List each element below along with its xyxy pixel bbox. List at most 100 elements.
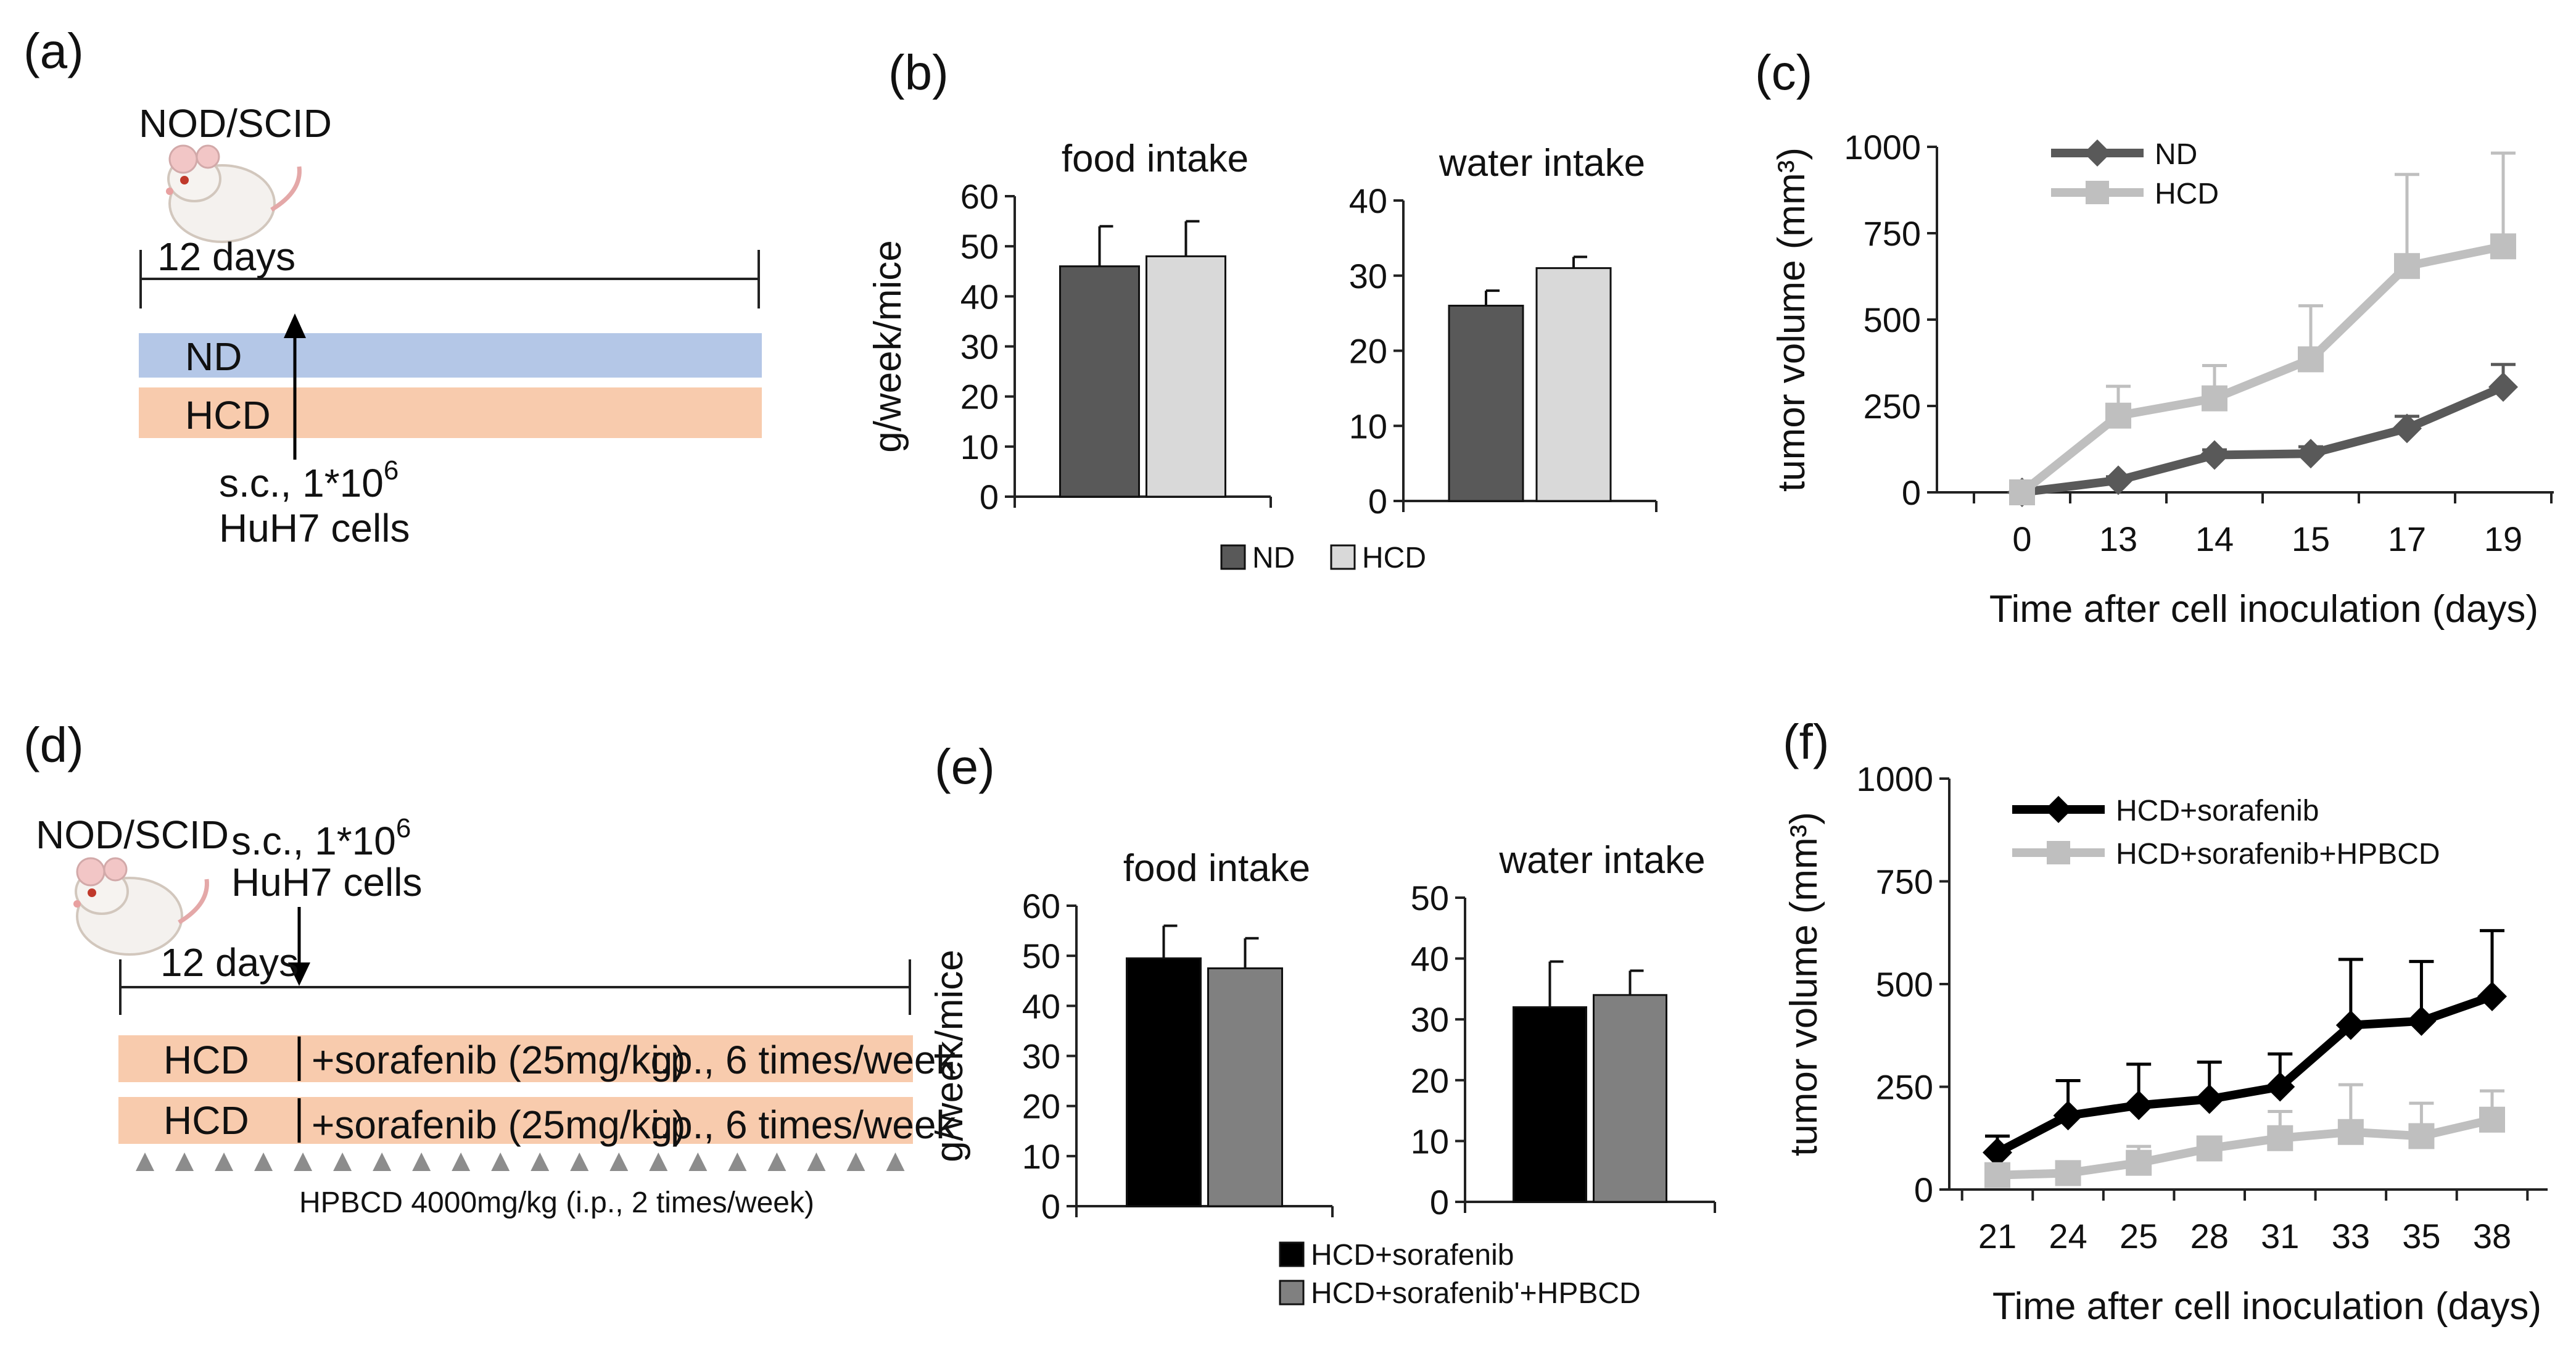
legend-marker-0 — [2045, 796, 2072, 823]
legend-e: HCD+sorafenib HCD+sorafenib'+HPBCD — [1279, 1239, 1641, 1310]
y-tick-label: 0 — [1041, 1187, 1060, 1226]
x-tick-label: 25 — [2120, 1217, 2158, 1256]
row1-left-label: HCD — [163, 1038, 249, 1082]
y-tick-label: 20 — [1349, 332, 1387, 371]
y-tick-label: 30 — [1411, 1000, 1449, 1039]
data-point-hcd-sorafenib — [2194, 1084, 2224, 1114]
legend-marker-1 — [2047, 841, 2070, 864]
y-tick-label: 20 — [1411, 1061, 1449, 1100]
chart-title: water intake — [1498, 839, 1705, 882]
legend-label-0: ND — [1252, 542, 1295, 574]
row1-treatment-label: +sorafenib (25mg/kg) — [312, 1038, 686, 1082]
data-point-nd — [2200, 440, 2229, 470]
row2-treatment-label: +sorafenib (25mg/kg) — [312, 1103, 686, 1147]
triangle-marker-7 — [373, 1153, 392, 1171]
data-point-hcd — [2394, 253, 2420, 279]
x-tick-label: 15 — [2292, 519, 2330, 558]
legend-b: ND HCD — [1220, 542, 1426, 574]
y-tick-label: 250 — [1864, 387, 1921, 426]
data-point-hcd-sorafenib — [2406, 1006, 2437, 1036]
triangle-marker-14 — [649, 1153, 668, 1171]
data-point-hcd-sorafenib-hpbcd — [2337, 1119, 2364, 1145]
triangle-marker-2 — [175, 1153, 194, 1171]
hpbcd-injection-markers — [136, 1153, 905, 1171]
triangle-marker-17 — [767, 1153, 786, 1171]
data-point-hcd — [2490, 233, 2516, 260]
panel-label-d: (d) — [23, 718, 84, 772]
data-point-hcd-sorafenib-hpbcd — [2408, 1123, 2435, 1149]
row2-left-label: HCD — [163, 1098, 249, 1143]
tumor-volume-chart-c: 0 250 500 750 1000 0 13 14 15 17 19 Time after cell… — [1770, 128, 2554, 631]
bar-nd — [1448, 304, 1524, 502]
data-point-hcd-sorafenib-hpbcd — [2267, 1125, 2293, 1151]
x-tick-label: 19 — [2484, 519, 2522, 558]
strain-label-d: NOD/SCID — [36, 813, 229, 857]
legend-label-0: HCD+sorafenib — [1311, 1239, 1514, 1272]
data-point-hcd — [2202, 385, 2227, 412]
data-point-hcd-sorafenib — [2124, 1090, 2154, 1120]
data-point-hcd — [2298, 346, 2324, 373]
panel-label-e: (e) — [935, 739, 995, 794]
x-tick-label: 31 — [2261, 1217, 2299, 1256]
data-point-hcd-sorafenib — [2053, 1101, 2083, 1131]
data-point-nd — [2392, 413, 2422, 444]
y-tick-label: 10 — [960, 428, 999, 466]
y-tick-label: 500 — [1864, 300, 1921, 339]
legend-swatch-0 — [1220, 544, 1246, 570]
row1-route-label: i.p., 6 times/week — [651, 1038, 956, 1082]
legend-swatch-1 — [1330, 544, 1356, 570]
y-axis-label: g/week/mice — [867, 240, 909, 453]
y-tick-label: 0 — [1430, 1183, 1449, 1222]
y-tick-label: 10 — [1022, 1137, 1060, 1176]
row2-route-label: i.p., 6 times/week — [651, 1103, 956, 1147]
triangle-marker-4 — [254, 1153, 273, 1171]
y-tick-label: 0 — [1914, 1170, 1933, 1209]
strain-label-a: NOD/SCID — [139, 101, 332, 146]
bar-nd — [1059, 265, 1140, 498]
triangle-marker-3 — [215, 1153, 234, 1171]
legend-marker-1 — [2086, 181, 2109, 204]
y-tick-label: 20 — [1022, 1087, 1060, 1126]
legend-label-1: HCD+sorafenib+HPBCD — [2116, 838, 2440, 871]
triangle-marker-6 — [333, 1153, 352, 1171]
days-label-a: 12 days — [157, 234, 295, 279]
hcd-bar-label: HCD — [185, 393, 271, 437]
x-tick-label: 14 — [2195, 519, 2234, 558]
y-tick-label: 30 — [1022, 1037, 1060, 1076]
tumor-volume-chart-f: 0 250 500 750 1000 21 24 25 28 31 33 35 38 Time after… — [1783, 759, 2548, 1328]
bar-hcd — [1146, 255, 1226, 498]
y-tick-label: 0 — [1902, 473, 1921, 512]
legend-label-0: ND — [2155, 138, 2197, 171]
y-tick-label: 0 — [980, 478, 999, 516]
cells-label-a: HuH7 cells — [219, 506, 410, 550]
data-point-hcd-sorafenib-hpbcd — [2055, 1160, 2081, 1186]
data-point-hcd-sorafenib-hpbcd — [1984, 1162, 2010, 1188]
injection-label-d: s.c., 1*106 — [231, 813, 411, 863]
panel-label-b: (b) — [888, 45, 949, 100]
triangle-marker-20 — [886, 1153, 905, 1171]
y-tick-label: 500 — [1876, 965, 1933, 1004]
hpbcd-label: HPBCD 4000mg/kg (i.p., 2 times/week) — [299, 1186, 814, 1219]
triangle-marker-10 — [491, 1153, 510, 1171]
x-tick-label: 38 — [2473, 1217, 2511, 1256]
y-tick-label: 1000 — [1856, 759, 1933, 798]
x-axis-label: Time after cell inoculation (days) — [1992, 1285, 2541, 1328]
legend-label-1: HCD — [1362, 542, 1426, 574]
x-tick-label: 17 — [2388, 519, 2426, 558]
y-tick-label: 60 — [960, 177, 999, 216]
nd-bar-label: ND — [185, 334, 242, 379]
y-tick-label: 750 — [1876, 863, 1933, 901]
panel-label-c: (c) — [1755, 45, 1812, 100]
x-tick-label: 35 — [2402, 1217, 2440, 1256]
food-intake-chart-e: 0 10 20 30 40 50 60 food intake g/week/mice — [928, 847, 1334, 1226]
water-intake-chart-b: 0 10 20 30 40 water intake — [1349, 142, 1657, 521]
data-point-hcd-sorafenib-hpbcd — [2196, 1135, 2223, 1162]
mouse-icon — [73, 857, 209, 956]
y-axis-label: g/week/mice — [928, 950, 971, 1162]
mouse-icon — [166, 144, 302, 243]
x-tick-label: 28 — [2190, 1217, 2229, 1256]
y-tick-label: 1000 — [1844, 128, 1921, 167]
legend-marker-0 — [2084, 139, 2111, 167]
y-tick-label: 10 — [1411, 1122, 1449, 1161]
series-line-hcd — [2019, 242, 2504, 496]
